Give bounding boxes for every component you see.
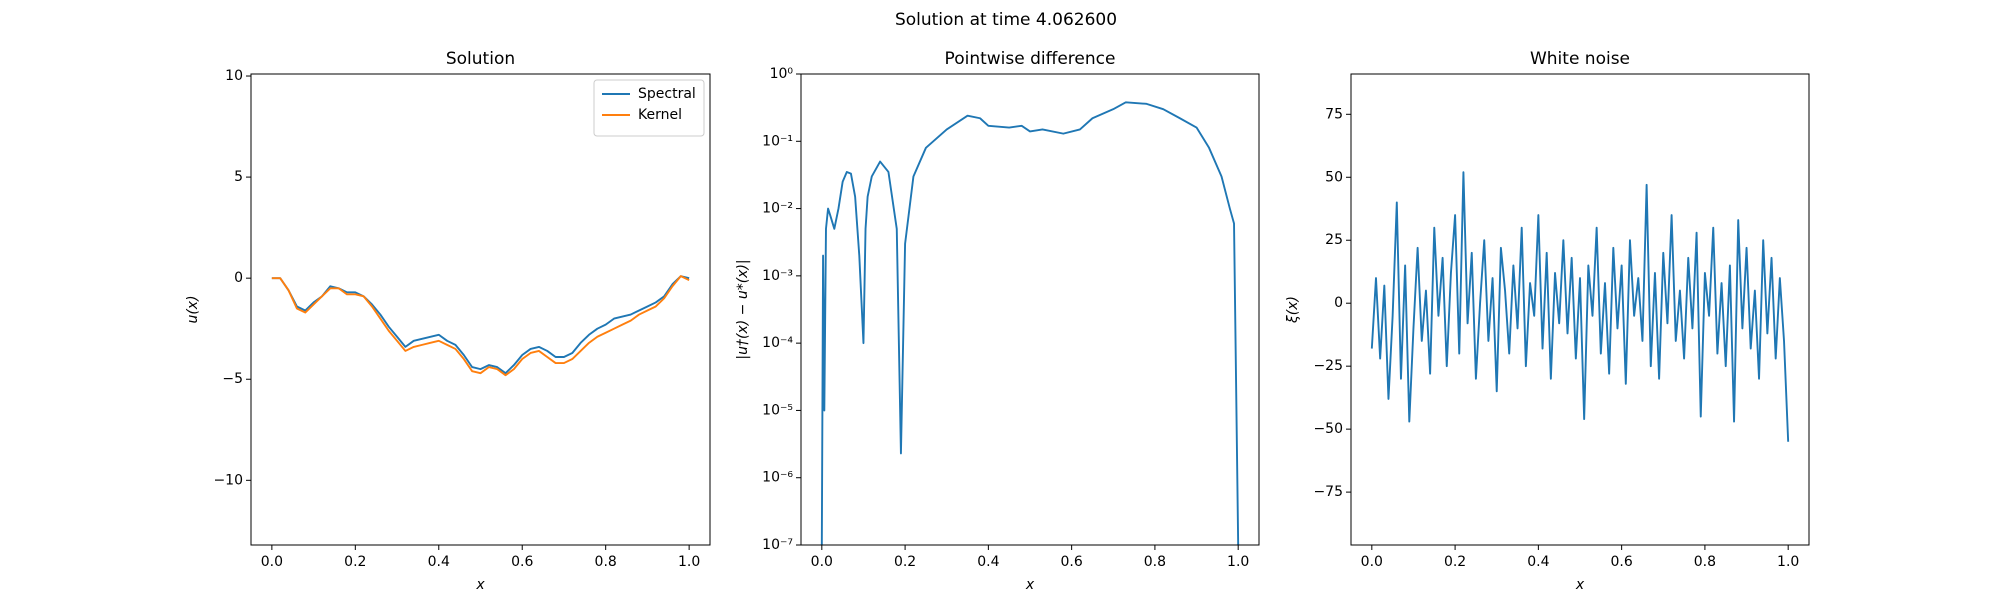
x-tick-label: 0.0 (811, 554, 833, 570)
y-tick-label: 5 (234, 169, 243, 185)
subplot-title: Pointwise difference (945, 49, 1116, 69)
x-tick-label: 0.0 (1361, 554, 1383, 570)
y-axis-label: |u†(x) − u*(x)| (735, 259, 751, 359)
series-line (1370, 171, 1790, 442)
x-tick-label: 0.2 (1444, 554, 1466, 570)
series-line (271, 275, 690, 375)
x-tick-label: 0.8 (1694, 554, 1716, 570)
legend-label: Spectral (638, 86, 696, 102)
y-tick-label: 10⁻² (762, 201, 793, 217)
subplot: Solution x u(x) 0.0 0.2 0.4 0.6 0.8 1.0 −10 −5 0 5 10… (185, 49, 711, 593)
x-tick-label: 1.0 (1777, 554, 1799, 570)
series-line (820, 101, 1240, 545)
y-tick-label: 10⁻⁵ (762, 402, 793, 418)
y-tick-label: 10⁻⁴ (762, 335, 793, 351)
legend-label: Kernel (638, 107, 682, 123)
axes-frame (250, 73, 711, 546)
y-tick-label: 25 (1325, 232, 1343, 248)
y-tick-label: 10⁻¹ (762, 133, 793, 149)
y-tick-label: 10⁻⁶ (762, 470, 793, 486)
y-tick-label: 50 (1325, 169, 1343, 185)
x-axis-label: x (475, 577, 485, 593)
subplot: Pointwise difference x |u†(x) − u*(x)| 0.0 0… (735, 49, 1260, 593)
x-tick-label: 1.0 (1227, 554, 1249, 570)
x-axis-label: x (1025, 577, 1035, 593)
x-tick-label: 0.4 (1527, 554, 1549, 570)
x-tick-label: 0.6 (1611, 554, 1633, 570)
y-tick-label: −75 (1313, 484, 1343, 500)
y-tick-label: −5 (222, 371, 243, 387)
figure-title: Solution at time 4.062600 (895, 10, 1117, 30)
subplot: White noise x ξ(x) 0.0 0.2 0.4 0.6 0.8 1.0 −75 −50… (1285, 49, 1810, 593)
x-tick-label: 0.6 (1061, 554, 1083, 570)
x-tick-label: 0.2 (894, 554, 916, 570)
subplot-title: Solution (446, 49, 515, 69)
y-tick-label: −10 (213, 472, 243, 488)
x-tick-label: 0.2 (344, 554, 366, 570)
x-tick-label: 1.0 (678, 554, 700, 570)
y-tick-label: 10 (225, 68, 243, 84)
y-tick-label: 10⁻⁷ (762, 537, 793, 553)
x-tick-label: 0.8 (1144, 554, 1166, 570)
x-tick-label: 0.8 (595, 554, 617, 570)
axes-frame (1350, 73, 1810, 546)
y-axis-label: u(x) (185, 295, 201, 323)
y-tick-label: −25 (1313, 358, 1343, 374)
x-tick-label: 0.4 (977, 554, 999, 570)
y-tick-label: 10⁻³ (762, 268, 793, 284)
subplot-title: White noise (1530, 49, 1630, 69)
legend: Spectral Kernel (593, 79, 705, 137)
x-axis-label: x (1575, 577, 1585, 593)
series-line (271, 275, 690, 377)
x-tick-label: 0.0 (261, 554, 283, 570)
y-tick-label: 10⁰ (770, 66, 794, 82)
y-tick-label: 0 (234, 270, 243, 286)
y-tick-label: 0 (1334, 295, 1343, 311)
axes-frame (800, 73, 1260, 546)
y-tick-label: −50 (1313, 421, 1343, 437)
y-axis-label: ξ(x) (1285, 296, 1301, 324)
x-tick-label: 0.4 (428, 554, 450, 570)
y-tick-label: 75 (1325, 106, 1343, 122)
x-tick-label: 0.6 (511, 554, 533, 570)
